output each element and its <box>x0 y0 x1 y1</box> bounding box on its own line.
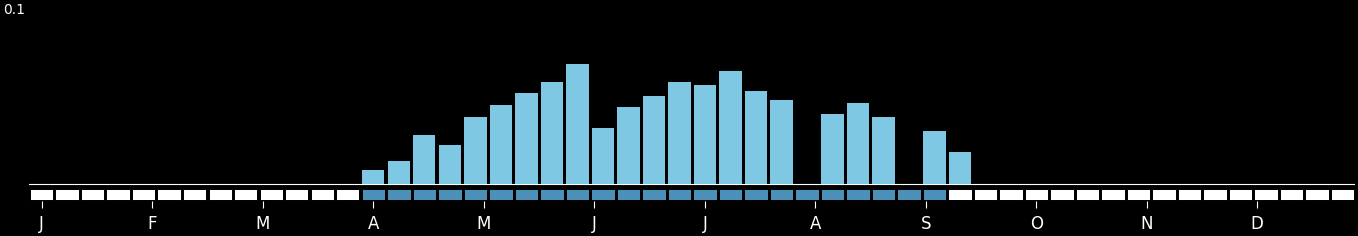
Bar <box>1177 189 1202 200</box>
Bar <box>413 189 436 200</box>
Bar <box>1076 189 1099 200</box>
Bar <box>694 85 716 184</box>
Bar <box>234 189 258 200</box>
Bar <box>566 64 588 184</box>
Bar <box>1025 189 1048 200</box>
Bar <box>1255 189 1278 200</box>
Bar <box>744 189 767 200</box>
Bar <box>1229 189 1252 200</box>
Bar <box>999 189 1023 200</box>
Bar <box>540 189 564 200</box>
Bar <box>565 189 589 200</box>
Bar <box>770 100 793 184</box>
Bar <box>490 105 512 184</box>
Bar <box>335 189 360 200</box>
Bar <box>363 170 384 184</box>
Bar <box>1331 189 1354 200</box>
Bar <box>209 189 232 200</box>
Bar <box>642 189 665 200</box>
Bar <box>923 131 945 184</box>
Bar <box>56 189 79 200</box>
Bar <box>1152 189 1176 200</box>
Bar <box>1279 189 1304 200</box>
Bar <box>617 189 640 200</box>
Bar <box>132 189 155 200</box>
Bar <box>106 189 130 200</box>
Bar <box>974 189 997 200</box>
Bar <box>361 189 386 200</box>
Bar <box>285 189 308 200</box>
Bar <box>489 189 512 200</box>
Bar <box>30 189 53 200</box>
Bar <box>948 189 971 200</box>
Bar <box>592 128 614 184</box>
Bar <box>872 117 895 184</box>
Bar <box>259 189 282 200</box>
Bar <box>463 189 488 200</box>
Bar <box>796 189 819 200</box>
Bar <box>668 189 691 200</box>
Bar <box>846 103 869 184</box>
Bar <box>1050 189 1074 200</box>
Bar <box>387 189 410 200</box>
Bar <box>515 93 538 184</box>
Bar <box>744 91 767 184</box>
Bar <box>591 189 615 200</box>
Bar <box>1203 189 1226 200</box>
Bar <box>439 145 460 184</box>
Bar <box>693 189 717 200</box>
Bar <box>922 189 947 200</box>
Bar <box>898 189 921 200</box>
Bar <box>540 82 564 184</box>
Bar <box>822 114 843 184</box>
Bar <box>387 161 410 184</box>
Bar <box>439 189 462 200</box>
Bar <box>949 152 971 184</box>
Bar <box>668 82 691 184</box>
Bar <box>311 189 334 200</box>
Bar <box>820 189 845 200</box>
Bar <box>183 189 206 200</box>
Bar <box>872 189 895 200</box>
Bar <box>464 117 486 184</box>
Bar <box>720 72 741 184</box>
Bar <box>1101 189 1124 200</box>
Bar <box>1127 189 1150 200</box>
Bar <box>642 96 665 184</box>
Bar <box>81 189 105 200</box>
Bar <box>846 189 869 200</box>
Bar <box>1305 189 1328 200</box>
Bar <box>718 189 741 200</box>
Bar <box>158 189 181 200</box>
Bar <box>413 135 436 184</box>
Bar <box>515 189 538 200</box>
Bar <box>770 189 793 200</box>
Bar <box>617 107 640 184</box>
